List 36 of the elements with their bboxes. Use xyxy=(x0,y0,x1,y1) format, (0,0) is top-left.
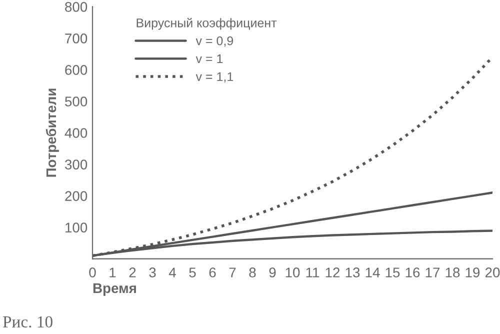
x-axis-title: Время xyxy=(93,283,136,296)
x-tick-label: 20 xyxy=(485,268,500,278)
y-tick-label: 400 xyxy=(64,128,88,138)
y-tick-label: 200 xyxy=(65,191,88,201)
x-tick-label: 3 xyxy=(149,268,156,278)
x-tick-label: 14 xyxy=(366,268,380,278)
legend-label: v = 1,1 xyxy=(196,72,234,83)
x-tick-label: 9 xyxy=(269,268,276,278)
text: Рис. 10 xyxy=(2,316,52,328)
y-axis-title: Потребители xyxy=(46,88,59,177)
x-tick-label: 10 xyxy=(286,268,300,278)
y-tick-label: 100 xyxy=(66,222,88,232)
x-tick-label: 16 xyxy=(406,268,420,278)
legend-label: v = 1 xyxy=(196,54,223,64)
x-tick-label: 1 xyxy=(110,268,116,278)
legend-title: Вирусный коэффициент xyxy=(136,18,277,30)
x-tick-label: 19 xyxy=(466,268,480,278)
y-tick-label: 700 xyxy=(65,34,88,44)
x-tick-label: 4 xyxy=(168,268,176,278)
y-tick-label: 800 xyxy=(65,2,88,12)
x-tick-label: 8 xyxy=(249,268,256,278)
x-tick-label: 18 xyxy=(446,268,460,278)
y-tick-label: 300 xyxy=(65,160,88,170)
x-tick-label: 11 xyxy=(306,268,320,278)
x-tick-label: 13 xyxy=(346,268,360,278)
y-tick-label: 500 xyxy=(65,96,88,106)
x-tick-label: 17 xyxy=(426,268,440,278)
x-tick-label: 5 xyxy=(189,268,196,278)
x-tick-label: 12 xyxy=(326,268,340,278)
y-tick-label: 600 xyxy=(65,65,88,75)
x-tick-label: 0 xyxy=(89,268,96,278)
x-tick-label: 15 xyxy=(386,268,400,278)
legend-label: v = 0,9 xyxy=(196,36,234,47)
x-tick-label: 6 xyxy=(209,268,216,278)
x-tick-label: 2 xyxy=(129,268,136,278)
x-tick-label: 7 xyxy=(229,268,236,278)
